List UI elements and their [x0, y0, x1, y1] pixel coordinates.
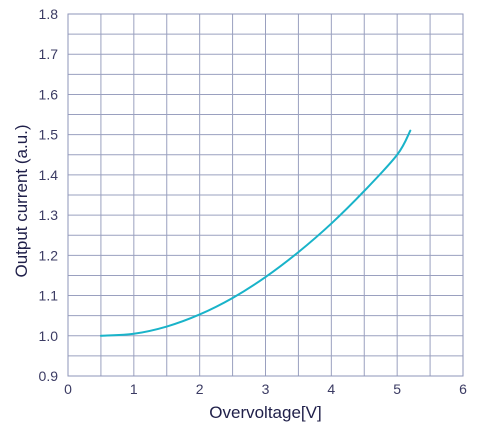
y-tick-label: 0.9: [39, 368, 59, 384]
y-tick-label: 1.8: [39, 6, 59, 22]
x-tick-label: 5: [393, 381, 401, 397]
y-tick-label: 1.1: [39, 288, 59, 304]
y-tick-label: 1.5: [39, 127, 59, 143]
y-tick-label: 1.3: [39, 207, 59, 223]
y-axis-ticks: 0.9 1.0 1.1 1.2 1.3 1.4 1.5 1.6 1.7 1.8: [39, 6, 59, 384]
x-tick-label: 1: [130, 381, 138, 397]
x-tick-label: 4: [327, 381, 335, 397]
y-tick-label: 1.4: [39, 167, 59, 183]
x-tick-label: 0: [64, 381, 72, 397]
x-axis-ticks: 0 1 2 3 4 5 6: [64, 381, 467, 397]
x-axis-title: Overvoltage[V]: [209, 403, 321, 422]
grid: [67, 13, 464, 377]
y-tick-label: 1.2: [39, 247, 59, 263]
plot-area-border: [67, 13, 464, 377]
y-tick-label: 1.6: [39, 86, 59, 102]
x-tick-label: 3: [262, 381, 270, 397]
series-line-0: [99, 129, 412, 337]
x-tick-label: 6: [459, 381, 467, 397]
y-tick-label: 1.7: [39, 46, 59, 62]
x-tick-label: 2: [196, 381, 204, 397]
series-layer: [99, 129, 412, 337]
y-axis-title: Output current (a.u.): [12, 124, 31, 277]
y-tick-label: 1.0: [39, 328, 59, 344]
